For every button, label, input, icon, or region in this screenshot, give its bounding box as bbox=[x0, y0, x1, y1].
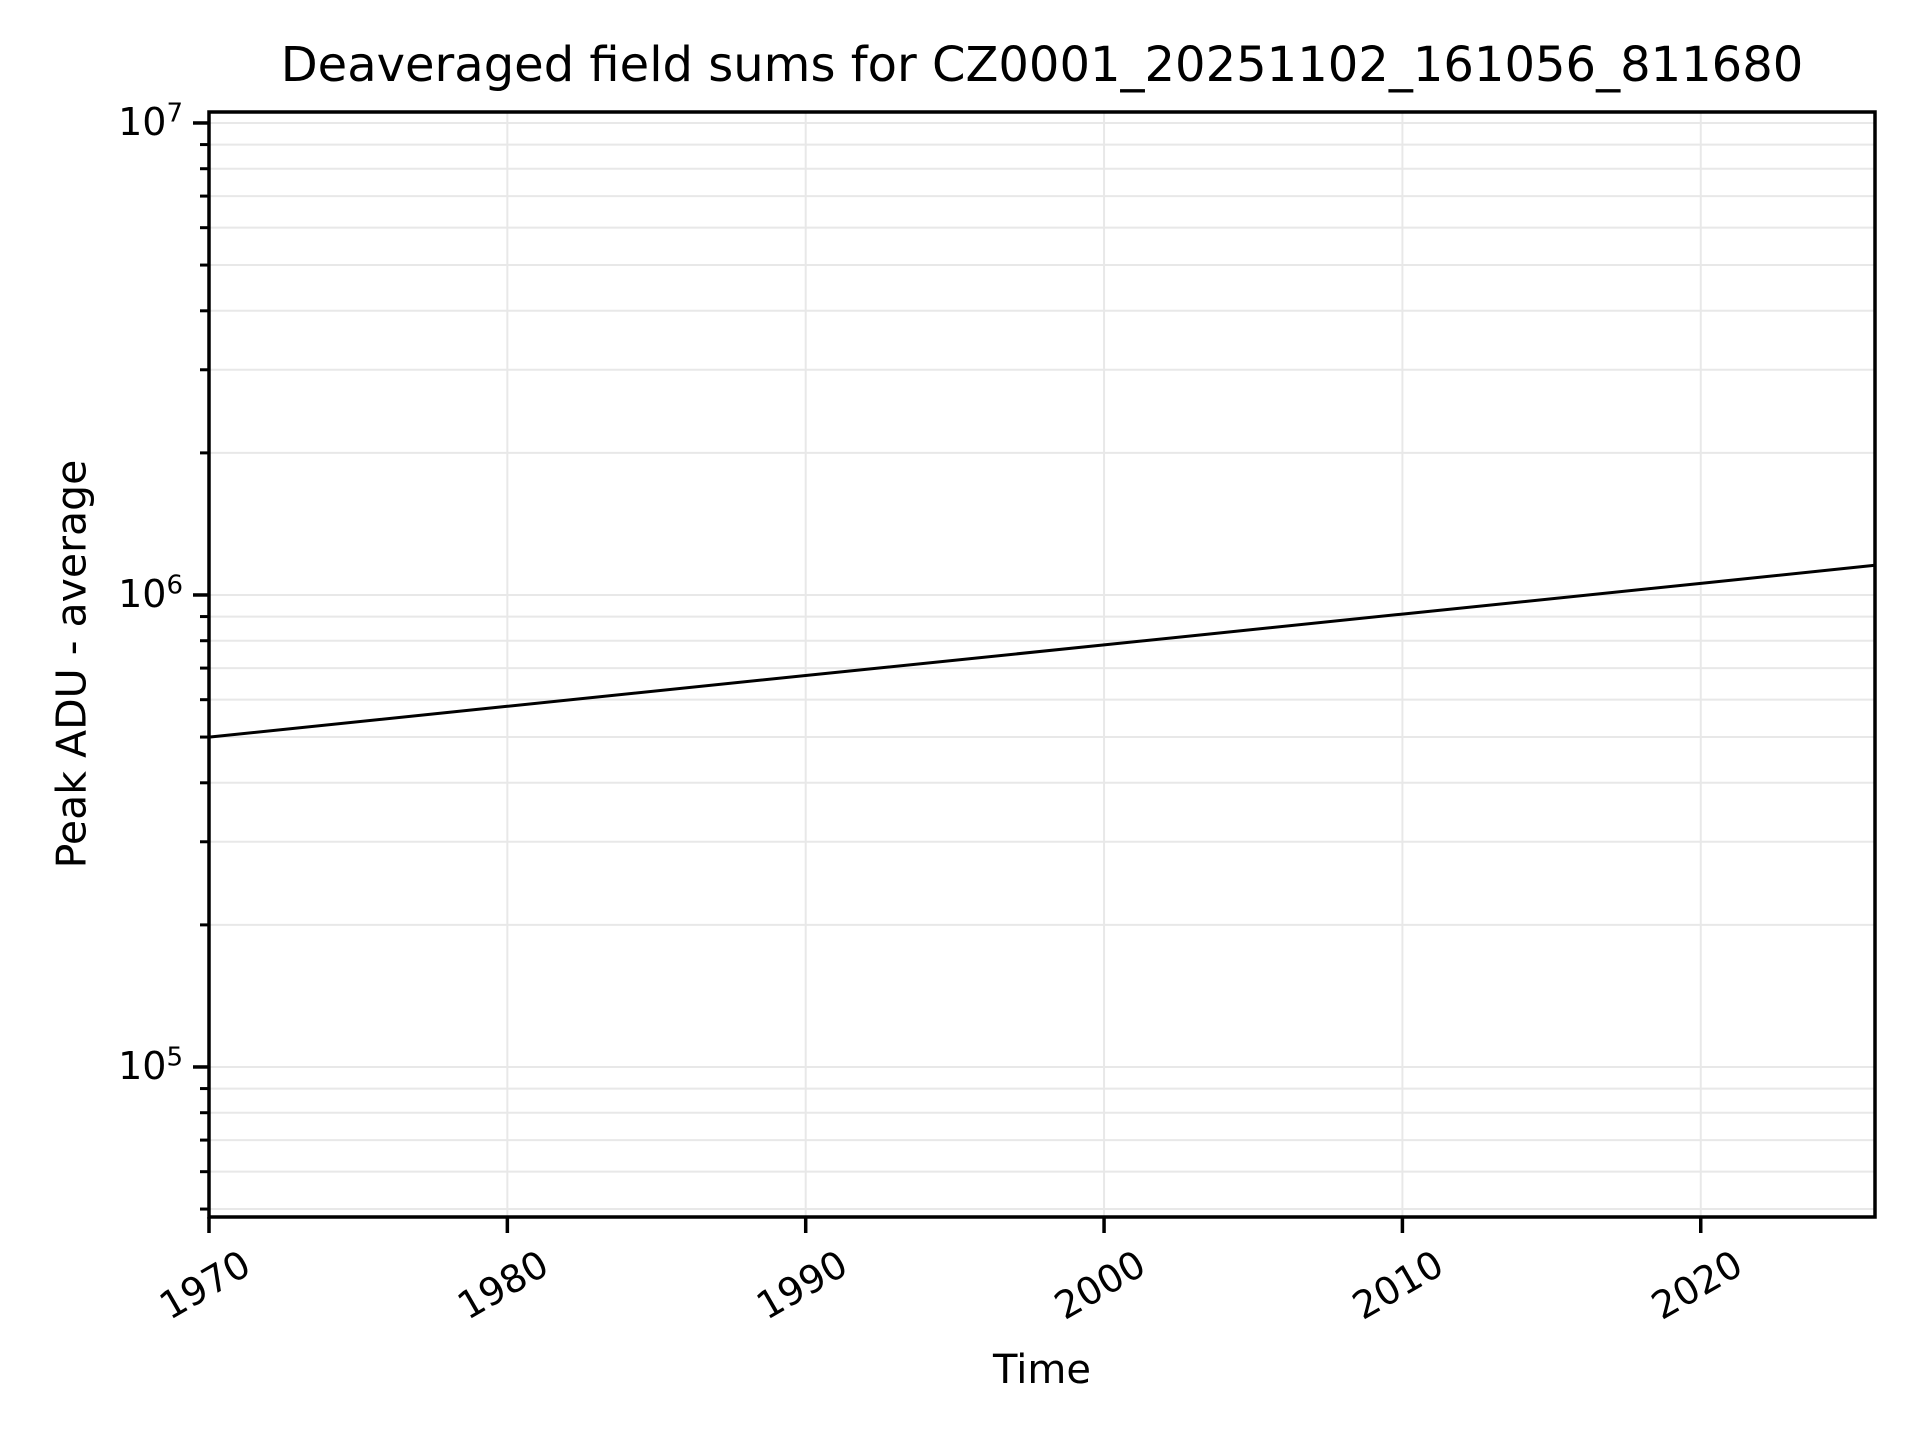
y-tick-exponent: 7 bbox=[166, 98, 183, 129]
data-line bbox=[208, 563, 1876, 739]
axes-spines bbox=[207, 110, 1877, 1219]
y-tick-label: 107 bbox=[118, 98, 183, 145]
y-tick-label: 105 bbox=[118, 1042, 183, 1089]
plot-title: Deaveraged field sums for CZ0001_2025110… bbox=[280, 37, 1804, 93]
y-tick-label: 106 bbox=[118, 570, 183, 617]
y-tick-exponent: 5 bbox=[166, 1042, 183, 1073]
y-tick-exponent: 6 bbox=[166, 570, 183, 601]
x-axis-label: Time bbox=[993, 1347, 1091, 1393]
